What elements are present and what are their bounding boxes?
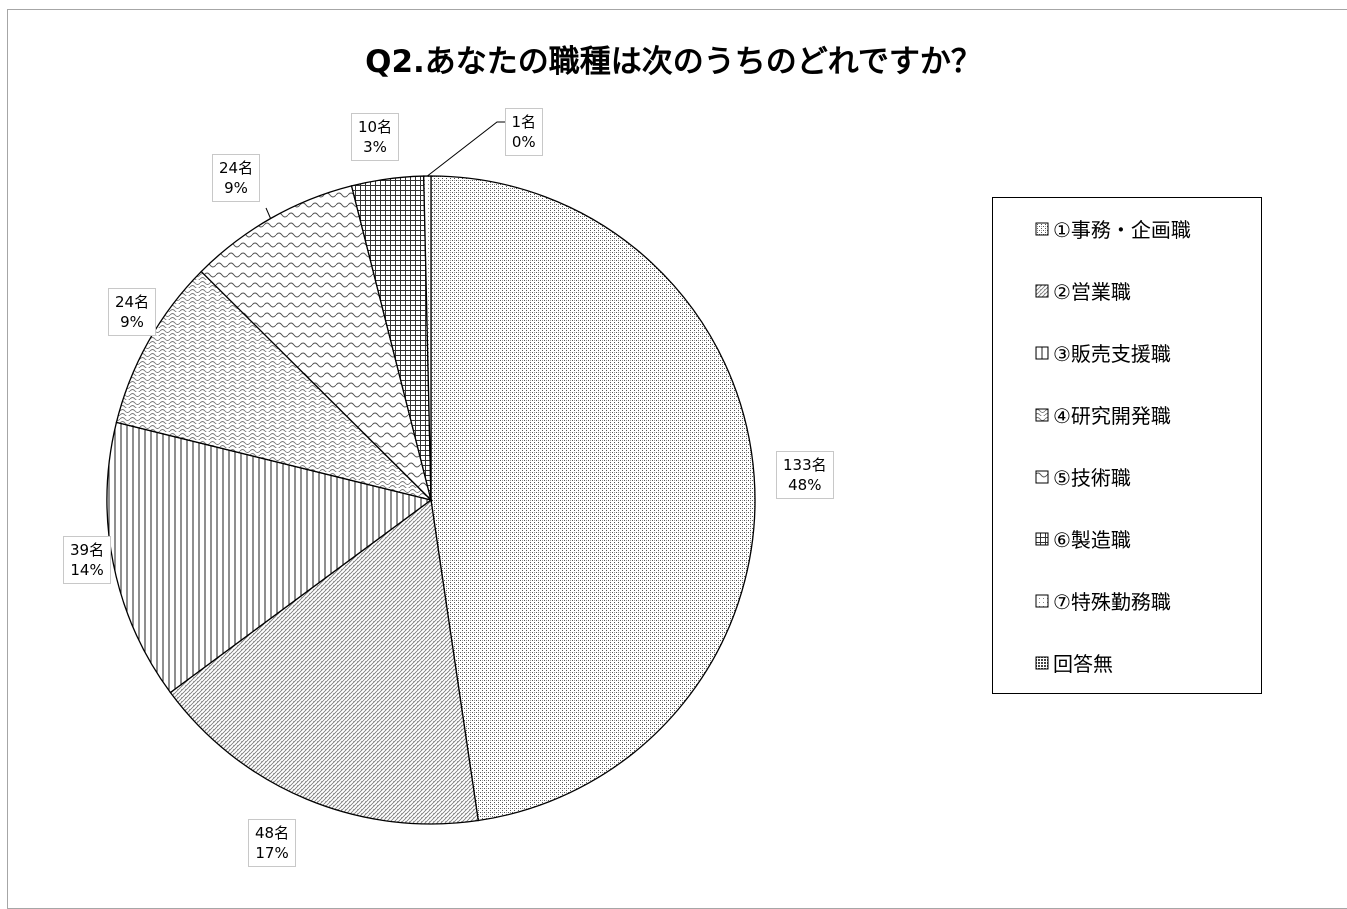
data-label-percent: 9%	[120, 313, 144, 331]
data-label: 10名 3%	[351, 113, 400, 161]
legend-swatch	[1035, 594, 1049, 607]
data-label-percent: 3%	[363, 138, 387, 156]
legend-item: ⑦特殊勤務職	[1035, 586, 1171, 615]
legend-item: 回答無	[1035, 648, 1113, 677]
data-label-count: 48名	[255, 824, 290, 842]
data-label: 24名 9%	[108, 288, 157, 336]
data-label-percent: 9%	[224, 179, 248, 197]
data-label-count: 39名	[70, 541, 105, 559]
data-label-percent: 0%	[511, 133, 536, 151]
pie-slice	[169, 498, 479, 825]
data-label: 1名 0%	[504, 108, 544, 156]
data-label: 24名 9%	[212, 154, 261, 202]
data-label: 133名 48%	[776, 451, 834, 499]
legend-item: ②営業職	[1035, 276, 1131, 305]
data-label-count: 1名	[511, 113, 537, 131]
legend-label: 回答無	[1053, 652, 1113, 676]
legend-swatch	[1035, 656, 1049, 669]
legend-swatch	[1035, 222, 1049, 235]
legend-item: ①事務・企画職	[1035, 214, 1191, 243]
data-label-count: 24名	[219, 159, 254, 177]
legend-label: ②営業職	[1053, 280, 1131, 304]
legend-swatch	[1035, 470, 1049, 483]
data-label-percent: 48%	[788, 476, 822, 494]
legend-item: ④研究開発職	[1035, 400, 1171, 429]
legend-label: ④研究開発職	[1053, 404, 1171, 428]
legend-label: ①事務・企画職	[1053, 218, 1191, 242]
legend-label: ⑤技術職	[1053, 466, 1131, 490]
legend-item: ③販売支援職	[1035, 338, 1171, 367]
pie-slice	[430, 175, 756, 822]
legend-item: ⑥製造職	[1035, 524, 1131, 553]
pie-slice	[106, 421, 433, 694]
data-label-count: 133名	[783, 456, 827, 474]
legend-label: ⑥製造職	[1053, 528, 1131, 552]
legend-swatch	[1035, 532, 1049, 545]
leader-line	[427, 121, 508, 177]
legend-item: ⑤技術職	[1035, 462, 1131, 491]
legend: ①事務・企画職 ②営業職 ③販売支援職 ④研究開発職 ⑤技術職 ⑥製造職 ⑦特殊勤務職 回答無	[992, 197, 1262, 694]
data-label: 48名 17%	[248, 819, 297, 867]
data-label-count: 24名	[115, 293, 150, 311]
legend-swatch	[1035, 346, 1049, 359]
leader-line	[265, 207, 272, 219]
legend-swatch	[1035, 284, 1049, 297]
legend-label: ⑦特殊勤務職	[1053, 590, 1171, 614]
data-label-percent: 17%	[255, 844, 289, 862]
legend-swatch	[1035, 408, 1049, 421]
data-label: 39名 14%	[63, 536, 112, 584]
data-label-count: 10名	[358, 118, 393, 136]
chart-title: Q2.あなたの職種は次のうちのどれですか？	[365, 44, 982, 80]
data-label-percent: 14%	[70, 561, 104, 579]
pie-slice	[115, 270, 434, 502]
legend-label: ③販売支援職	[1053, 342, 1171, 366]
